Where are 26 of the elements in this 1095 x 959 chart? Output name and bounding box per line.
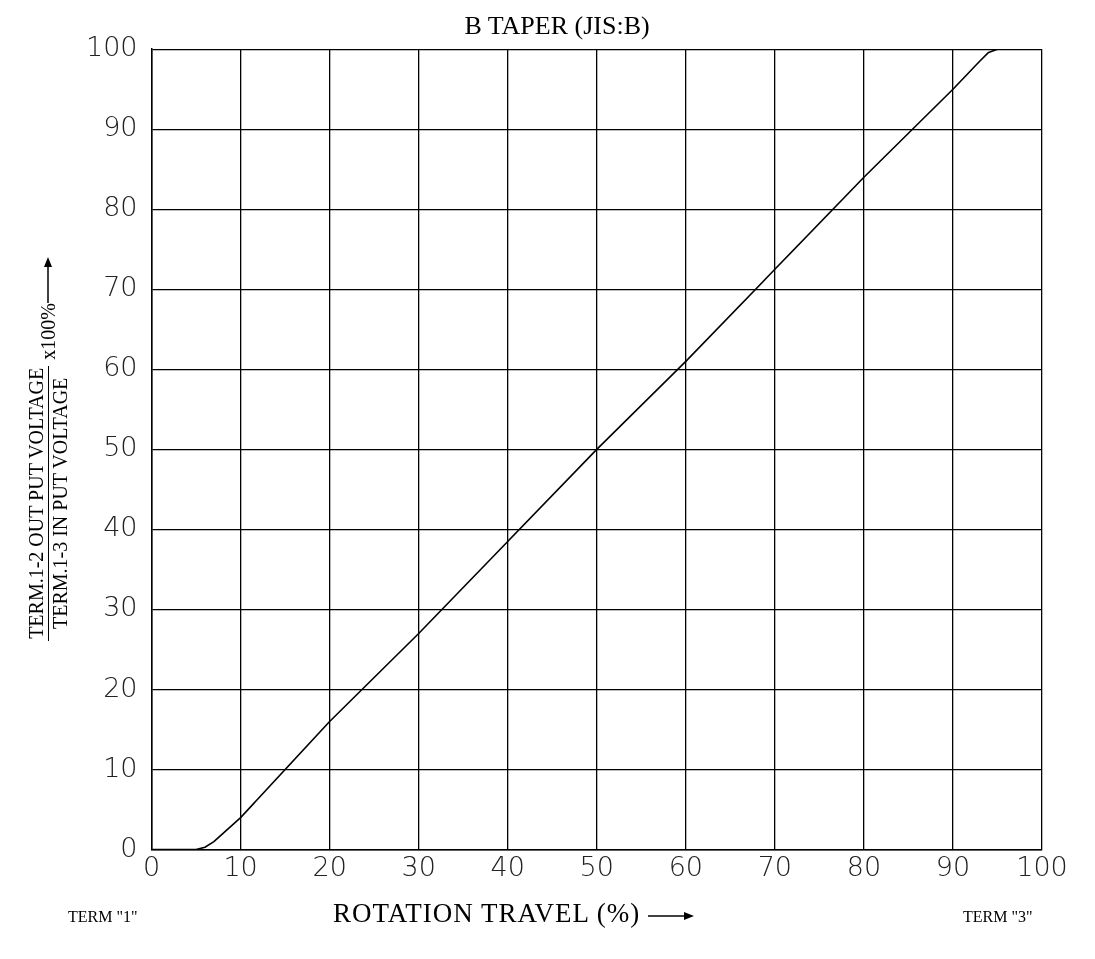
y-tick-label: 30 <box>103 591 138 623</box>
x-axis-title: ROTATION TRAVEL (%) <box>333 898 642 929</box>
y-tick-label: 60 <box>103 351 138 383</box>
x-tick-label: 30 <box>401 850 436 882</box>
x-tick-label: 20 <box>312 850 347 882</box>
y-tick-label: 40 <box>103 511 138 543</box>
y-tick-label: 10 <box>103 751 138 783</box>
x-tick-label: 60 <box>668 850 703 882</box>
text: TERM "3" <box>963 908 1033 926</box>
x-tick-label: 50 <box>579 850 614 882</box>
y-tick-label: 80 <box>103 191 138 223</box>
x-tick-label: 100 <box>1016 850 1068 882</box>
y-tick-label: 70 <box>103 271 138 303</box>
x-tick-label: 40 <box>490 850 525 882</box>
y-tick-label: 90 <box>103 111 138 143</box>
y-tick-label: 50 <box>103 431 138 463</box>
y-axis-title: TERM.1-2 OUT PUT VOLTAGE TERM.1-3 IN PUT VOLTAGE x100% <box>24 303 72 641</box>
x-tick-label: 0 <box>142 850 161 882</box>
chart-title: B TAPER (JIS:B) <box>464 11 650 41</box>
y-tick-label: 100 <box>85 31 138 63</box>
x-tick-label: 80 <box>846 850 882 882</box>
x-tick-label: 90 <box>935 850 971 882</box>
x-tick-label: 70 <box>757 850 793 882</box>
y-tick-label: 20 <box>103 671 138 703</box>
text: TERM "1" <box>68 908 138 926</box>
x-tick-label: 10 <box>223 850 258 882</box>
